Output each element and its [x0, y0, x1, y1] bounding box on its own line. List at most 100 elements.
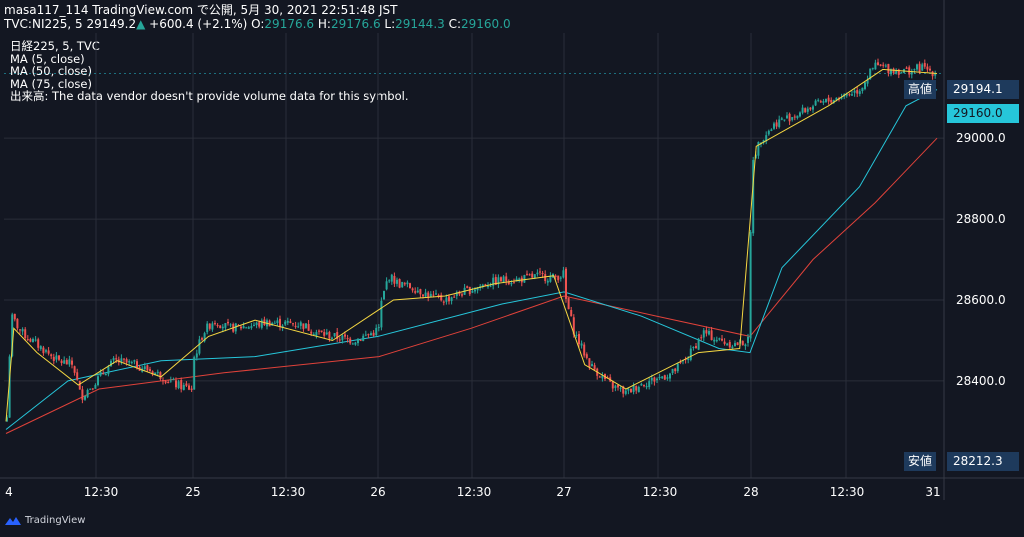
candle-body-146 — [385, 281, 388, 290]
candle-body-96 — [255, 322, 258, 326]
candle-body-80 — [214, 323, 216, 325]
low-tag-label: 安値 — [904, 452, 937, 471]
candle-body-145 — [383, 290, 385, 300]
candle-body-274 — [718, 338, 721, 340]
candle-body-205 — [539, 271, 541, 273]
candle-body-263 — [689, 348, 692, 360]
candle-body-312 — [817, 99, 820, 101]
candle-body-229 — [601, 375, 604, 379]
candle-body-214 — [562, 270, 565, 278]
candle-body-73 — [195, 353, 198, 358]
candle-body-218 — [572, 317, 575, 335]
candle-body-117 — [310, 331, 313, 334]
candle-body-35 — [97, 376, 99, 386]
candle-body-243 — [637, 386, 640, 393]
candle-body-307 — [804, 108, 807, 113]
candle-body-21 — [60, 360, 63, 363]
candle-body-27 — [76, 372, 79, 380]
candle-body-355 — [929, 68, 931, 71]
candle-body-118 — [312, 334, 315, 336]
candle-body-223 — [585, 354, 588, 358]
candle-body-135 — [357, 338, 359, 344]
candle-body-70 — [188, 385, 190, 390]
publish-title: masa117_114 TradingView.com で公開, 5月 30, … — [4, 3, 398, 17]
symbol-name[interactable]: TVC:NI225, 5 — [4, 17, 83, 31]
candle-body-126 — [333, 333, 336, 337]
candle-body-240 — [630, 388, 632, 393]
candle-body-110 — [292, 323, 294, 325]
legend-volume[interactable]: 出来高: The data vendor doesn't provide vol… — [10, 89, 409, 103]
candle-body-337 — [882, 64, 885, 66]
candle-body-299 — [783, 119, 786, 121]
candle-body-167 — [440, 294, 443, 301]
candle-body-265 — [695, 346, 697, 349]
candle-body-69 — [185, 383, 188, 386]
up-arrow-icon: ▲ — [136, 17, 146, 31]
candle-body-55 — [149, 369, 151, 372]
candle-body-162 — [427, 292, 430, 298]
candle-body-121 — [320, 330, 323, 333]
candle-body-327 — [856, 90, 859, 94]
candle-body-186 — [489, 285, 492, 287]
high-label: H: — [317, 17, 331, 31]
legend-ma75[interactable]: MA (75, close) — [10, 76, 92, 91]
candle-body-45 — [123, 358, 125, 360]
candle-body-324 — [848, 94, 851, 96]
candle-body-84 — [224, 323, 227, 328]
candle-body-323 — [845, 94, 848, 96]
candle-body-173 — [455, 292, 458, 296]
candle-body-287 — [752, 160, 755, 234]
candle-body-289 — [757, 142, 760, 156]
candle-body-219 — [575, 334, 578, 336]
candle-body-309 — [809, 107, 812, 110]
candle-body-292 — [765, 135, 768, 142]
candle-body-103 — [273, 322, 276, 324]
candle-body-156 — [411, 288, 414, 291]
candle-body-328 — [858, 91, 861, 94]
candle-body-47 — [128, 361, 131, 363]
candle-body-279 — [731, 346, 734, 349]
candle-body-29 — [81, 389, 84, 400]
candle-body-114 — [302, 323, 305, 329]
candle-body-245 — [643, 385, 645, 387]
candle-body-170 — [448, 296, 450, 302]
candle-body-152 — [401, 281, 404, 288]
candle-body-30 — [84, 395, 86, 400]
candle-body-212 — [557, 275, 560, 281]
candle-body-353 — [923, 63, 926, 67]
candle-body-330 — [864, 82, 866, 89]
candle-body-132 — [349, 338, 352, 344]
candle-body-275 — [721, 338, 723, 341]
legend-ma50[interactable]: MA (50, close) — [10, 64, 92, 78]
candle-body-283 — [741, 341, 744, 346]
candle-body-127 — [336, 331, 339, 339]
candle-body-179 — [471, 290, 474, 293]
candle-body-107 — [284, 321, 287, 325]
candle-body-248 — [650, 377, 653, 381]
legend-ma5[interactable]: MA (5, close) — [10, 51, 85, 66]
candle-body-301 — [788, 113, 791, 122]
candle-body-234 — [614, 385, 617, 389]
legend-series-main[interactable]: 日経225, 5, TVC — [10, 39, 100, 53]
price-change: +600.4 (+2.1%) — [149, 17, 248, 31]
candle-body-62 — [167, 381, 170, 383]
candle-body-94 — [250, 326, 253, 328]
candle-body-105 — [279, 318, 281, 327]
candle-body-174 — [458, 291, 461, 295]
candle-body-175 — [461, 294, 463, 296]
tradingview-brand[interactable]: TradingView — [4, 515, 85, 526]
candle-body-155 — [409, 283, 411, 289]
candle-body-20 — [58, 355, 60, 360]
candle-body-164 — [432, 294, 435, 296]
candles — [6, 58, 937, 422]
candle-body-165 — [435, 293, 437, 295]
candle-body-321 — [840, 97, 843, 99]
candle-body-32 — [89, 388, 92, 390]
candle-body-273 — [715, 339, 718, 342]
candle-body-130 — [344, 334, 346, 337]
candle-body-305 — [799, 112, 801, 117]
candle-body-119 — [315, 332, 318, 336]
candle-body-268 — [702, 330, 705, 338]
candle-body-150 — [396, 279, 398, 284]
